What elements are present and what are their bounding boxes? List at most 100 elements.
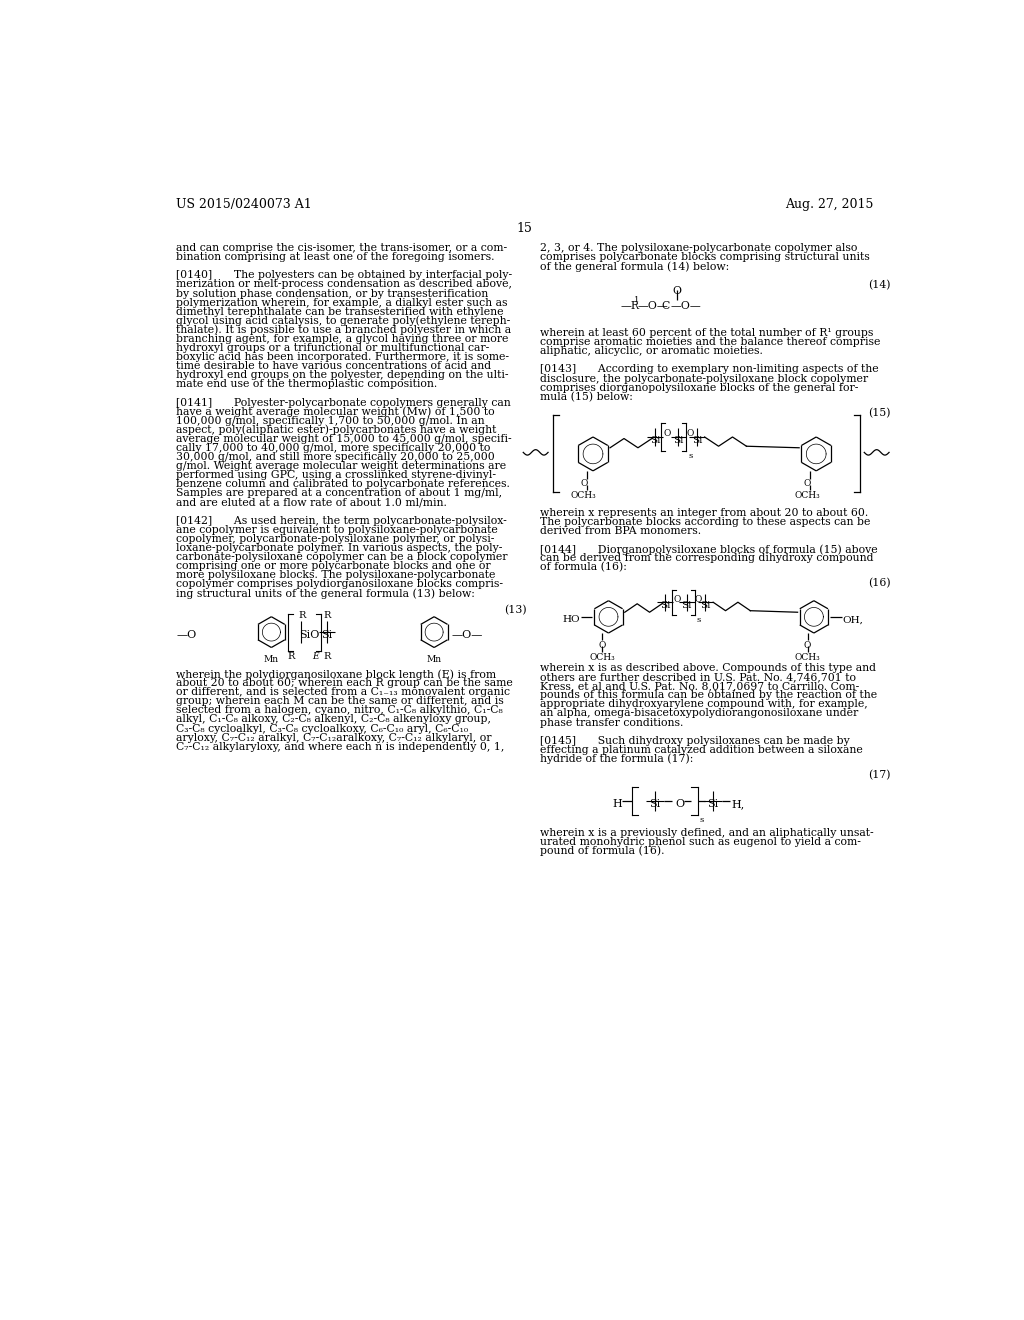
Text: wherein the polydiorganosiloxane block length (E) is from: wherein the polydiorganosiloxane block l… xyxy=(176,669,497,680)
Text: wherein x is as described above. Compounds of this type and: wherein x is as described above. Compoun… xyxy=(541,663,877,673)
Text: and are eluted at a flow rate of about 1.0 ml/min.: and are eluted at a flow rate of about 1… xyxy=(176,498,446,507)
Text: mula (15) below:: mula (15) below: xyxy=(541,392,633,403)
Text: thalate). It is possible to use a branched polyester in which a: thalate). It is possible to use a branch… xyxy=(176,325,511,335)
Text: copolymer, polycarbonate-polysiloxane polymer, or polysi-: copolymer, polycarbonate-polysiloxane po… xyxy=(176,533,495,544)
Text: O: O xyxy=(687,429,694,437)
Text: HO: HO xyxy=(562,615,580,624)
Text: loxane-polycarbonate polymer. In various aspects, the poly-: loxane-polycarbonate polymer. In various… xyxy=(176,543,503,553)
Text: Mn: Mn xyxy=(427,655,441,664)
Text: Si: Si xyxy=(700,601,711,610)
Text: C₃-C₈ cycloalkyl, C₃-C₈ cycloalkoxy, C₆-C₁₀ aryl, C₆-C₁₀: C₃-C₈ cycloalkyl, C₃-C₈ cycloalkoxy, C₆-… xyxy=(176,723,468,734)
Text: C: C xyxy=(662,301,670,310)
Text: hydroxyl groups or a trifunctional or multifunctional car-: hydroxyl groups or a trifunctional or mu… xyxy=(176,343,489,352)
Text: alkyl, C₁-C₈ alkoxy, C₂-C₈ alkenyl, C₂-C₈ alkenyloxy group,: alkyl, C₁-C₈ alkoxy, C₂-C₈ alkenyl, C₂-C… xyxy=(176,714,492,725)
Text: aliphatic, alicyclic, or aromatic moieties.: aliphatic, alicyclic, or aromatic moieti… xyxy=(541,346,763,356)
Text: of the general formula (14) below:: of the general formula (14) below: xyxy=(541,261,729,272)
Text: O: O xyxy=(675,799,684,809)
Text: glycol using acid catalysis, to generate poly(ethylene tereph-: glycol using acid catalysis, to generate… xyxy=(176,315,510,326)
Text: boxylic acid has been incorporated. Furthermore, it is some-: boxylic acid has been incorporated. Furt… xyxy=(176,352,509,362)
Text: H,: H, xyxy=(731,799,744,809)
Text: 100,000 g/mol, specifically 1,700 to 50,000 g/mol. In an: 100,000 g/mol, specifically 1,700 to 50,… xyxy=(176,416,484,426)
Text: [0144]  Diorganopolysiloxane blocks of formula (15) above: [0144] Diorganopolysiloxane blocks of fo… xyxy=(541,544,878,554)
Text: Kress, et al and U.S. Pat. No. 8,017,0697 to Carrillo. Com-: Kress, et al and U.S. Pat. No. 8,017,069… xyxy=(541,681,859,692)
Text: R: R xyxy=(324,611,331,620)
Text: comprises diorganopolysiloxane blocks of the general for-: comprises diorganopolysiloxane blocks of… xyxy=(541,383,859,392)
Text: urated monohydric phenol such as eugenol to yield a com-: urated monohydric phenol such as eugenol… xyxy=(541,837,861,846)
Text: 15: 15 xyxy=(517,222,532,235)
Text: benzene column and calibrated to polycarbonate references.: benzene column and calibrated to polycar… xyxy=(176,479,510,490)
Text: others are further described in U.S. Pat. No. 4,746,701 to: others are further described in U.S. Pat… xyxy=(541,672,856,682)
Text: time desirable to have various concentrations of acid and: time desirable to have various concentra… xyxy=(176,362,492,371)
Text: (13): (13) xyxy=(504,605,526,615)
Text: O: O xyxy=(664,429,671,437)
Text: wherein at least 60 percent of the total number of R¹ groups: wherein at least 60 percent of the total… xyxy=(541,329,873,338)
Text: ane copolymer is equivalent to polysiloxane-polycarbonate: ane copolymer is equivalent to polysilox… xyxy=(176,525,498,535)
Text: average molecular weight of 15,000 to 45,000 g/mol, specifi-: average molecular weight of 15,000 to 45… xyxy=(176,434,512,444)
Text: derived from BPA monomers.: derived from BPA monomers. xyxy=(541,525,701,536)
Text: aryloxy, C₇-C₁₂ aralkyl, C₇-C₁₂aralkoxy, C₇-C₁₂ alkylaryl, or: aryloxy, C₇-C₁₂ aralkyl, C₇-C₁₂aralkoxy,… xyxy=(176,733,492,743)
Text: comprises polycarbonate blocks comprising structural units: comprises polycarbonate blocks comprisin… xyxy=(541,252,870,263)
Text: E: E xyxy=(311,652,318,661)
Text: mate end use of the thermoplastic composition.: mate end use of the thermoplastic compos… xyxy=(176,379,437,389)
Text: OCH₃: OCH₃ xyxy=(590,653,615,663)
Text: about 20 to about 60; wherein each R group can be the same: about 20 to about 60; wherein each R gro… xyxy=(176,678,513,688)
Text: (14): (14) xyxy=(868,280,891,290)
Text: (16): (16) xyxy=(868,578,891,589)
Text: s: s xyxy=(688,453,692,461)
Text: O: O xyxy=(599,640,606,649)
Text: Si: Si xyxy=(649,799,660,809)
Text: wherein x represents an integer from about 20 to about 60.: wherein x represents an integer from abo… xyxy=(541,508,868,517)
Text: 2, 3, or 4. The polysiloxane-polycarbonate copolymer also: 2, 3, or 4. The polysiloxane-polycarbona… xyxy=(541,243,858,253)
Text: more polysiloxane blocks. The polysiloxane-polycarbonate: more polysiloxane blocks. The polysiloxa… xyxy=(176,570,496,581)
Text: phase transfer conditions.: phase transfer conditions. xyxy=(541,718,684,727)
Text: polymerization wherein, for example, a dialkyl ester such as: polymerization wherein, for example, a d… xyxy=(176,297,508,308)
Text: O: O xyxy=(673,595,680,605)
Text: Mn: Mn xyxy=(264,655,279,664)
Text: appropriate dihydroxyarylene compound with, for example,: appropriate dihydroxyarylene compound wi… xyxy=(541,700,868,709)
Text: disclosure, the polycarbonate-polysiloxane block copolymer: disclosure, the polycarbonate-polysiloxa… xyxy=(541,374,868,384)
Text: Si: Si xyxy=(322,630,333,640)
Text: Si: Si xyxy=(708,799,719,809)
Text: OCH₃: OCH₃ xyxy=(570,491,597,500)
Text: Samples are prepared at a concentration of about 1 mg/ml,: Samples are prepared at a concentration … xyxy=(176,488,502,499)
Text: ing structural units of the general formula (13) below:: ing structural units of the general form… xyxy=(176,589,475,599)
Text: —O—: —O— xyxy=(452,630,482,640)
Text: OCH₃: OCH₃ xyxy=(794,491,820,500)
Text: performed using GPC, using a crosslinked styrene-divinyl-: performed using GPC, using a crosslinked… xyxy=(176,470,496,480)
Text: s: s xyxy=(696,616,700,624)
Text: bination comprising at least one of the foregoing isomers.: bination comprising at least one of the … xyxy=(176,252,495,263)
Text: —O: —O xyxy=(176,630,197,640)
Text: —O—: —O— xyxy=(637,301,668,310)
Text: [0141]  Polyester-polycarbonate copolymers generally can: [0141] Polyester-polycarbonate copolymer… xyxy=(176,397,511,408)
Text: O: O xyxy=(804,640,811,649)
Text: hydride of the formula (17):: hydride of the formula (17): xyxy=(541,754,693,764)
Text: (17): (17) xyxy=(868,770,891,780)
Text: —R: —R xyxy=(621,301,639,310)
Text: Si: Si xyxy=(673,436,683,445)
Text: O: O xyxy=(694,595,702,605)
Text: by solution phase condensation, or by transesterification: by solution phase condensation, or by tr… xyxy=(176,289,488,298)
Text: H: H xyxy=(612,799,623,809)
Text: copolymer comprises polydiorganosiloxane blocks compris-: copolymer comprises polydiorganosiloxane… xyxy=(176,579,503,589)
Text: have a weight average molecular weight (Mw) of 1,500 to: have a weight average molecular weight (… xyxy=(176,407,495,417)
Text: effecting a platinum catalyzed addition between a siloxane: effecting a platinum catalyzed addition … xyxy=(541,744,863,755)
Text: carbonate-polysiloxane copolymer can be a block copolymer: carbonate-polysiloxane copolymer can be … xyxy=(176,552,508,562)
Text: group; wherein each M can be the same or different, and is: group; wherein each M can be the same or… xyxy=(176,697,504,706)
Text: Aug. 27, 2015: Aug. 27, 2015 xyxy=(785,198,873,211)
Text: branching agent, for example, a glycol having three or more: branching agent, for example, a glycol h… xyxy=(176,334,509,345)
Text: dimethyl terephthalate can be transesterified with ethylene: dimethyl terephthalate can be transester… xyxy=(176,306,504,317)
Text: hydroxyl end groups on the polyester, depending on the ulti-: hydroxyl end groups on the polyester, de… xyxy=(176,371,509,380)
Text: R: R xyxy=(288,652,295,661)
Text: Si: Si xyxy=(650,436,660,445)
Text: g/mol. Weight average molecular weight determinations are: g/mol. Weight average molecular weight d… xyxy=(176,461,506,471)
Text: comprising one or more polycarbonate blocks and one or: comprising one or more polycarbonate blo… xyxy=(176,561,490,572)
Text: 1: 1 xyxy=(634,296,639,304)
Text: Si: Si xyxy=(659,601,671,610)
Text: 30,000 g/mol, and still more specifically 20,000 to 25,000: 30,000 g/mol, and still more specificall… xyxy=(176,451,495,462)
Text: pound of formula (16).: pound of formula (16). xyxy=(541,846,665,857)
Text: SiO: SiO xyxy=(299,630,319,640)
Text: US 2015/0240073 A1: US 2015/0240073 A1 xyxy=(176,198,311,211)
Text: s: s xyxy=(699,816,703,824)
Text: can be derived from the corresponding dihydroxy compound: can be derived from the corresponding di… xyxy=(541,553,873,564)
Text: comprise aromatic moieties and the balance thereof comprise: comprise aromatic moieties and the balan… xyxy=(541,337,881,347)
